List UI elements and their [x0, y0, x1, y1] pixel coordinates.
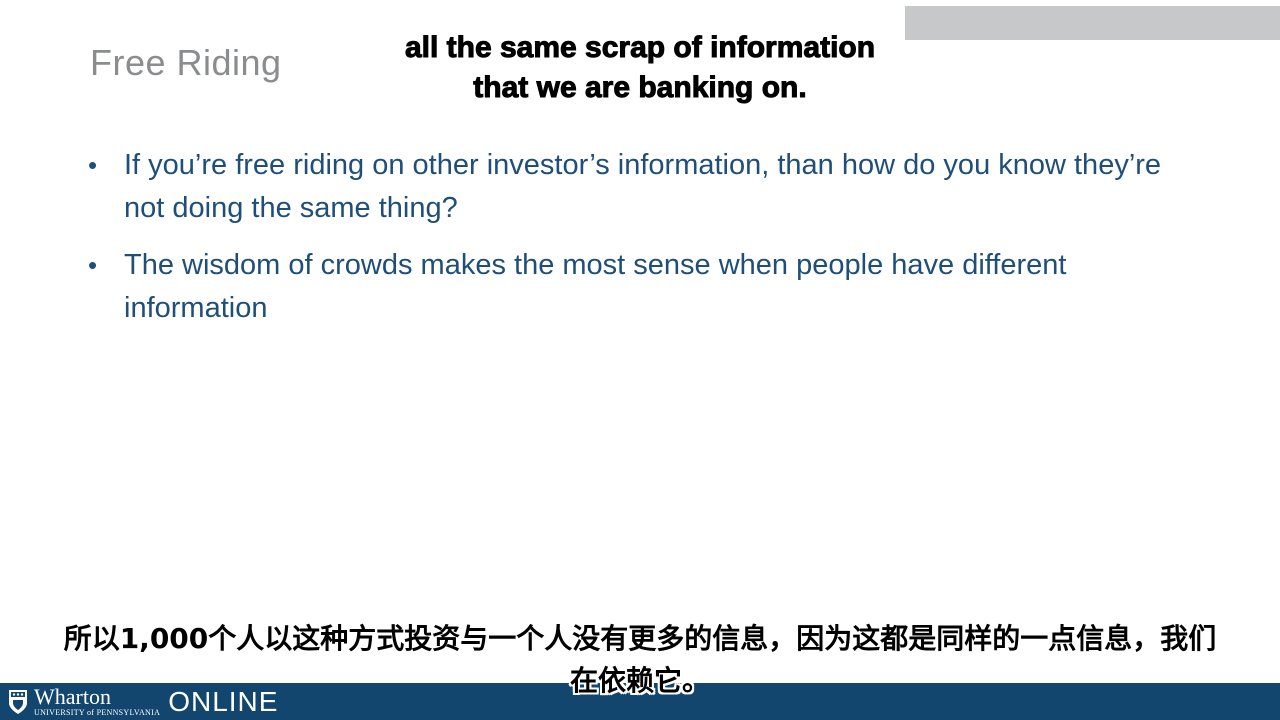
bullet-dot-icon: • — [88, 250, 98, 280]
bullet-list: • If you’re free riding on other investo… — [88, 144, 1198, 344]
wharton-online-logo: Wharton UNIVERSITY of PENNSYLVANIA ONLIN… — [8, 685, 278, 719]
chinese-subtitle-line-2: 在依赖它。 — [569, 664, 710, 697]
corner-decoration-bar — [905, 6, 1280, 40]
bullet-item: • The wisdom of crowds makes the most se… — [88, 244, 1198, 330]
bullet-dot-icon: • — [88, 150, 98, 180]
brand-block: Wharton UNIVERSITY of PENNSYLVANIA — [34, 686, 160, 718]
english-subtitle: all the same scrap of information that w… — [340, 28, 940, 108]
slide-title: Free Riding — [90, 42, 282, 83]
english-subtitle-line-2: that we are banking on. — [473, 71, 807, 105]
bullet-item: • If you’re free riding on other investo… — [88, 144, 1198, 230]
english-subtitle-line-1: all the same scrap of information — [404, 31, 876, 65]
chinese-subtitle-line-1: 所以1,000个人以这种方式投资与一个人没有更多的信息，因为这都是同样的一点信息… — [63, 622, 1217, 655]
bullet-text: If you’re free riding on other investor’… — [124, 149, 1162, 224]
penn-shield-icon — [9, 690, 27, 714]
bullet-text: The wisdom of crowds makes the most sens… — [124, 249, 1067, 324]
brand-online: ONLINE — [168, 686, 279, 717]
footer-bar — [0, 683, 1280, 720]
brand-sub: UNIVERSITY of PENNSYLVANIA — [34, 708, 161, 717]
chinese-subtitle: 所以1,000个人以这种方式投资与一个人没有更多的信息，因为这都是同样的一点信息… — [40, 618, 1240, 702]
brand-name: Wharton — [34, 684, 111, 709]
